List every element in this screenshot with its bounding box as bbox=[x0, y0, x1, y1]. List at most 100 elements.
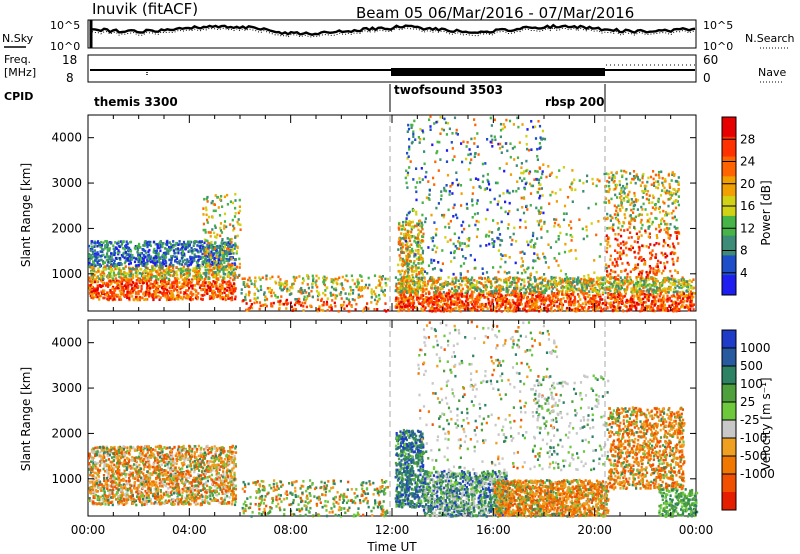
range-gate-cell bbox=[553, 278, 556, 281]
range-gate-cell bbox=[176, 273, 179, 277]
range-gate-cell bbox=[178, 243, 181, 246]
range-gate-cell bbox=[467, 280, 470, 284]
range-gate-cell bbox=[185, 262, 188, 265]
range-gate-cell bbox=[384, 281, 387, 285]
range-gate-cell bbox=[338, 276, 341, 280]
range-gate-cell bbox=[230, 237, 233, 241]
range-gate-cell bbox=[640, 301, 643, 304]
range-gate-cell bbox=[611, 294, 614, 297]
range-gate-cell bbox=[679, 299, 682, 302]
range-gate-cell bbox=[142, 263, 146, 266]
range-gate-cell bbox=[550, 290, 553, 293]
range-gate-cell bbox=[420, 278, 423, 282]
range-gate-cell bbox=[464, 300, 468, 303]
range-gate-cell bbox=[479, 303, 482, 306]
range-gate-cell bbox=[329, 291, 332, 295]
range-gate-cell bbox=[412, 270, 415, 273]
range-gate-cell bbox=[551, 287, 554, 290]
power-scatter bbox=[88, 115, 696, 313]
range-gate-cell bbox=[139, 246, 142, 249]
range-gate-cell bbox=[275, 281, 278, 285]
range-gate-cell bbox=[674, 283, 677, 287]
range-gate-cell bbox=[152, 275, 155, 278]
range-gate-cell bbox=[179, 248, 182, 251]
range-gate-cell bbox=[197, 244, 201, 248]
range-gate-cell bbox=[409, 294, 412, 297]
range-gate-cell bbox=[564, 277, 567, 281]
range-gate-cell bbox=[528, 292, 531, 295]
range-gate-cell bbox=[208, 297, 212, 301]
range-gate-cell bbox=[210, 240, 213, 244]
range-gate-cell bbox=[394, 299, 397, 303]
range-gate-cell bbox=[170, 258, 173, 262]
range-gate-cell bbox=[408, 308, 411, 312]
range-gate-cell bbox=[109, 296, 112, 300]
range-gate-cell bbox=[408, 284, 411, 288]
range-gate-cell bbox=[407, 276, 410, 280]
range-gate-cell bbox=[323, 279, 326, 283]
range-gate-cell bbox=[494, 297, 498, 301]
range-gate-cell bbox=[149, 282, 152, 285]
range-gate-cell bbox=[247, 278, 250, 282]
range-gate-cell bbox=[92, 260, 95, 263]
range-gate-cell bbox=[556, 305, 559, 308]
range-gate-cell bbox=[228, 248, 231, 251]
range-gate-cell bbox=[357, 296, 360, 299]
range-gate-cell bbox=[113, 251, 116, 255]
range-gate-cell bbox=[421, 257, 424, 261]
range-gate-cell bbox=[223, 261, 226, 264]
range-gate-cell bbox=[272, 291, 275, 295]
range-gate-cell bbox=[175, 257, 179, 261]
range-gate-cell bbox=[96, 251, 99, 254]
range-gate-cell bbox=[217, 206, 220, 209]
range-gate-cell bbox=[232, 288, 236, 291]
range-gate-cell bbox=[234, 206, 237, 210]
range-gate-cell bbox=[511, 289, 514, 293]
range-gate-cell bbox=[491, 294, 494, 298]
range-gate-cell bbox=[430, 296, 433, 299]
range-gate-cell bbox=[127, 285, 130, 289]
range-gate-cell bbox=[659, 303, 662, 307]
range-gate-cell bbox=[102, 296, 105, 300]
range-gate-cell bbox=[224, 268, 227, 271]
range-gate-cell bbox=[198, 266, 201, 269]
range-gate-cell bbox=[204, 254, 207, 257]
range-gate-cell bbox=[201, 264, 204, 268]
range-gate-cell bbox=[134, 247, 137, 251]
freq-left-bottom-tick: 8 bbox=[66, 71, 74, 85]
beam-date-title: Beam 05 06/Mar/2016 - 07/Mar/2016 bbox=[356, 4, 634, 22]
range-gate-cell bbox=[253, 285, 257, 288]
range-gate-cell bbox=[395, 297, 398, 300]
range-gate-cell bbox=[171, 285, 174, 289]
range-gate-cell bbox=[186, 283, 189, 287]
range-gate-cell bbox=[564, 300, 568, 303]
range-gate-cell bbox=[162, 291, 165, 294]
range-gate-cell bbox=[487, 297, 490, 301]
range-gate-cell bbox=[97, 291, 100, 295]
range-gate-cell bbox=[409, 306, 413, 309]
range-gate-cell bbox=[144, 249, 147, 253]
range-gate-cell bbox=[214, 245, 217, 249]
range-gate-cell bbox=[90, 296, 93, 299]
range-gate-cell bbox=[547, 283, 550, 286]
range-gate-cell bbox=[155, 270, 158, 273]
range-gate-cell bbox=[439, 300, 442, 304]
range-gate-cell bbox=[340, 297, 343, 300]
range-gate-cell bbox=[641, 290, 644, 294]
range-gate-cell bbox=[249, 279, 252, 283]
range-gate-cell bbox=[230, 291, 233, 295]
range-gate-cell bbox=[599, 281, 602, 285]
range-gate-cell bbox=[687, 294, 690, 298]
range-gate-cell bbox=[542, 296, 545, 300]
range-gate-cell bbox=[520, 303, 523, 306]
range-gate-cell bbox=[129, 241, 132, 244]
range-gate-cell bbox=[461, 279, 464, 283]
range-gate-cell bbox=[485, 285, 489, 289]
range-gate-cell bbox=[114, 277, 118, 280]
range-gate-cell bbox=[232, 252, 235, 255]
range-gate-cell bbox=[213, 295, 216, 299]
range-gate-cell bbox=[553, 309, 557, 312]
range-gate-cell bbox=[573, 300, 576, 304]
range-gate-cell bbox=[405, 223, 408, 227]
range-gate-cell bbox=[298, 300, 301, 304]
